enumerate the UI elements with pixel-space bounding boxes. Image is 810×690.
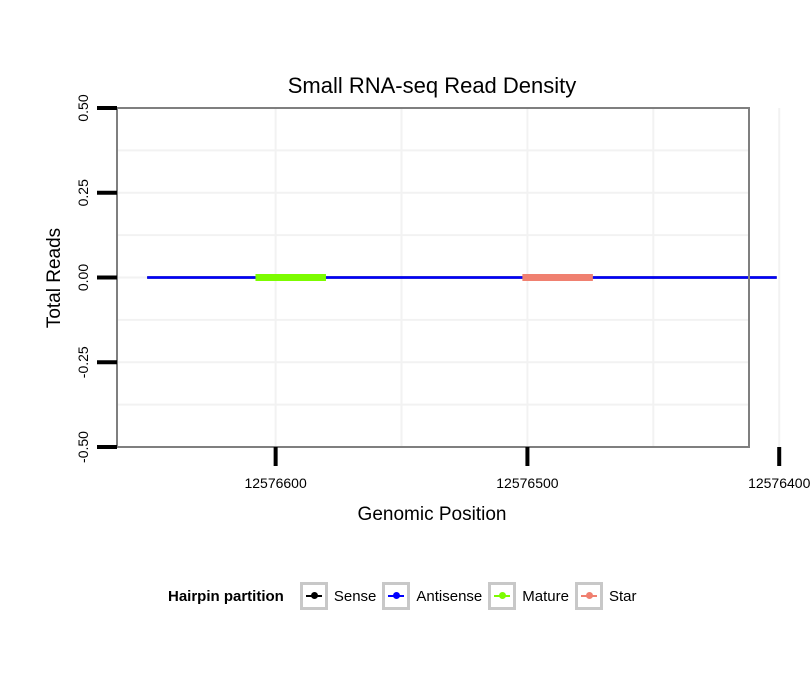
y-axis-label: Total Reads xyxy=(44,228,65,328)
legend-label-star: Star xyxy=(608,587,637,605)
chart-svg: Small RNA-seq Read Density -0.50 -0.25 0.0… xyxy=(44,73,810,525)
y-tick-label: -0.25 xyxy=(75,346,91,378)
y-axis: -0.50 -0.25 0.00 0.25 0.50 xyxy=(75,94,117,463)
y-tick-label: -0.50 xyxy=(75,431,91,463)
chart-title: Small RNA-seq Read Density xyxy=(288,73,577,98)
legend: Hairpin partition Sense Antisense Mature… xyxy=(168,582,642,610)
legend-key-sense xyxy=(299,582,328,610)
y-tick-label: 0.25 xyxy=(75,179,91,206)
y-tick-label: 0.50 xyxy=(75,94,91,121)
legend-item-mature: Mature xyxy=(488,582,569,610)
x-axis-label: Genomic Position xyxy=(358,504,507,525)
legend-label-mature: Mature xyxy=(522,587,569,605)
x-axis: 12576600 12576500 12576400 xyxy=(244,447,810,491)
legend-label-sense: Sense xyxy=(333,587,377,605)
legend-item-star: Star xyxy=(574,582,637,610)
x-tick-label: 12576600 xyxy=(244,475,307,491)
legend-key-star xyxy=(574,582,603,610)
legend-title: Hairpin partition xyxy=(168,587,284,605)
legend-item-sense: Sense xyxy=(299,582,377,610)
x-tick-label: 12576500 xyxy=(496,475,559,491)
legend-label-antisense: Antisense xyxy=(416,587,483,605)
legend-key-antisense xyxy=(382,582,411,610)
legend-key-mature xyxy=(488,582,517,610)
x-tick-label: 12576400 xyxy=(748,475,810,491)
y-tick-label: 0.00 xyxy=(75,264,91,291)
legend-item-antisense: Antisense xyxy=(382,582,482,610)
